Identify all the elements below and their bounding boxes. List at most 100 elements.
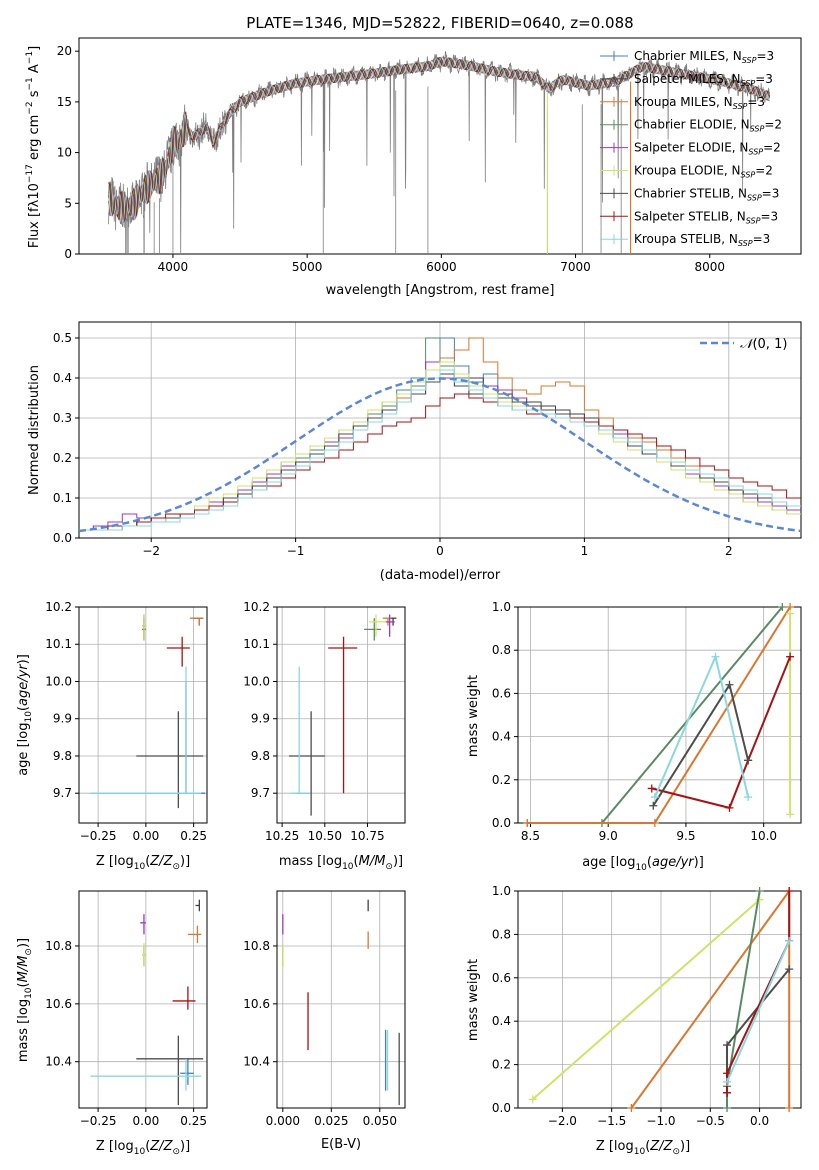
- histogram-xtick-label: 1: [581, 544, 589, 558]
- age-vs-z-ytick-label: 9.7: [53, 786, 72, 800]
- age-vs-mass-xtick-label: 10.25: [265, 829, 299, 843]
- weight-vs-z-xtick-label: 0.0: [750, 1114, 769, 1128]
- age-vs-z-y-axis-label: age [log10(age/yr)]: [16, 654, 34, 776]
- spectrum-legend-label: Salpeter STELIB, NSSP=3: [634, 209, 778, 225]
- weight-vs-age-point-marker: [786, 609, 795, 618]
- histogram-ytick-label: 0.5: [53, 331, 72, 345]
- mass-vs-z-xtick-label: 0.25: [180, 1114, 207, 1128]
- spectrum-legend-label: Chabrier MILES, NSSP=3: [634, 49, 774, 65]
- spectrum-ytick-label: 5: [64, 196, 72, 210]
- residual-histogram-panel: −2 −1 0 1 2 0.0 0.1 0.2 0.3 0.4 0.5: [53, 321, 802, 558]
- spectrum-model-line: [108, 56, 770, 224]
- mass-weight-vs-age-y-axis-label: mass weight: [466, 675, 481, 757]
- mass-weight-vs-z-y-axis-label: mass weight: [466, 959, 481, 1041]
- spectrum-curves: [108, 51, 771, 254]
- spectrum-model-line: [108, 57, 770, 223]
- weight-vs-z-point-marker: [785, 936, 794, 945]
- weight-vs-z-xtick-label: −0.5: [696, 1114, 725, 1128]
- weight-vs-age-point-marker: [778, 603, 787, 611]
- mass-vs-ebv-ytick-label: 10.6: [243, 997, 270, 1011]
- spectrum-legend-label: Chabrier STELIB, NSSP=3: [634, 186, 779, 202]
- weight-vs-age-point-marker: [744, 756, 753, 765]
- age-vs-mass-ytick-label: 10.1: [243, 637, 270, 651]
- mass-vs-z-ytick-label: 10.6: [45, 997, 72, 1011]
- weight-vs-z-ytick-label: 0.8: [492, 927, 511, 941]
- age-vs-mass-panel: 10.25 10.50 10.75 9.7 9.8 9.9 10.0 10.1 10.2: [243, 600, 406, 843]
- mass-vs-z-ytick-label: 10.4: [45, 1055, 72, 1069]
- spectrum-legend-label: Kroupa MILES, NSSP=3: [634, 95, 765, 111]
- age-vs-z-ytick-label: 9.8: [53, 749, 72, 763]
- histogram-ytick-label: 0.1: [53, 491, 72, 505]
- mass-vs-z-xtick-label: 0.00: [133, 1114, 160, 1128]
- mass-vs-z-xtick-label: −0.25: [80, 1114, 117, 1128]
- weight-vs-z-xtick-label: −2.0: [548, 1114, 577, 1128]
- spectrum-ytick-label: 0: [64, 247, 72, 261]
- spectrum-y-axis-label: Flux [fλ10−17 erg cm−2 s−1 A−1]: [25, 46, 42, 248]
- weight-vs-z-lines: [528, 887, 794, 1112]
- gaussian-reference-curve: [79, 377, 801, 533]
- age-vs-mass-ytick-label: 9.7: [251, 786, 270, 800]
- histogram-ytick-label: 0.2: [53, 451, 72, 465]
- mass-vs-ebv-xtick-label: 0.025: [314, 1114, 348, 1128]
- weight-vs-age-frame: [517, 606, 802, 824]
- weight-vs-z-point-marker: [528, 1095, 537, 1104]
- age-vs-mass-frame: [276, 606, 406, 824]
- weight-vs-z-xtick-label: −1.5: [597, 1114, 626, 1128]
- age-vs-z-xtick-label: 0.00: [133, 829, 160, 843]
- spectrum-xtick-label: 5000: [292, 260, 323, 274]
- mass-vs-ebv-xtick-label: 0.000: [266, 1114, 300, 1128]
- histogram-legend-label: 𝒩(0, 1): [740, 337, 787, 352]
- figure-title: PLATE=1346, MJD=52822, FIBERID=0640, z=0…: [246, 14, 633, 32]
- spectrum-xtick-label: 4000: [158, 260, 189, 274]
- spectrum-frame: [78, 37, 802, 255]
- age-vs-z-ytick-label: 10.1: [45, 637, 72, 651]
- mass-weight-vs-age-x-axis-label: age [log10(age/yr)]: [582, 855, 704, 873]
- weight-vs-age-point-marker: [711, 652, 720, 661]
- spectrum-x-axis-label: wavelength [Angstrom, rest frame]: [326, 283, 555, 298]
- histogram-xtick-label: −2: [142, 544, 160, 558]
- mass-vs-ebv-points: [282, 899, 400, 1106]
- histogram-step-line: [79, 369, 801, 531]
- mass-weight-vs-age-panel: 8.5 9.0 9.5 10.0 0.0 0.2 0.4 0.6 0.8 1.0: [492, 600, 802, 843]
- spectrum-legend-label: Kroupa ELODIE, NSSP=2: [634, 164, 773, 180]
- weight-vs-z-point-marker: [723, 1088, 732, 1097]
- weight-vs-z-ytick-label: 0.6: [492, 971, 511, 985]
- spectrum-legend-label: Salpeter MILES, NSSP=3: [634, 72, 773, 88]
- histogram-legend: 𝒩(0, 1): [700, 337, 787, 352]
- mass-vs-ebv-ytick-label: 10.4: [243, 1055, 270, 1069]
- weight-vs-age-series-line: [651, 656, 792, 810]
- age-vs-mass-ytick-label: 9.9: [251, 712, 270, 726]
- histogram-ytick-label: 0.4: [53, 371, 72, 385]
- weight-vs-z-point-marker: [785, 887, 794, 895]
- weight-vs-age-ytick-label: 0.6: [492, 686, 511, 700]
- age-vs-mass-ytick-label: 9.8: [251, 749, 270, 763]
- weight-vs-age-point-marker: [523, 819, 532, 827]
- spectrum-ytick-label: 20: [57, 44, 72, 58]
- weight-vs-age-ytick-label: 1.0: [492, 600, 511, 614]
- histogram-xtick-label: 2: [725, 544, 733, 558]
- weight-vs-age-lines: [523, 603, 795, 827]
- histogram-step-line: [79, 393, 801, 531]
- mass-vs-extinction-panel: 0.000 0.025 0.050 10.4 10.6 10.8: [243, 890, 406, 1128]
- weight-vs-age-point-marker: [649, 801, 658, 810]
- weight-vs-age-point-marker: [647, 784, 656, 793]
- spectrum-xtick-label: 8000: [694, 260, 725, 274]
- weight-vs-z-point-marker: [785, 1104, 794, 1112]
- weight-vs-z-ytick-label: 0.2: [492, 1058, 511, 1072]
- age-vs-mass-ytick-label: 10.0: [243, 674, 270, 688]
- weight-vs-z-series-line: [532, 898, 761, 1101]
- mass-vs-z-frame: [78, 890, 208, 1109]
- spectrum-model-line: [108, 57, 770, 224]
- weight-vs-age-point-marker: [786, 652, 795, 661]
- age-vs-z-xtick-label: 0.25: [180, 829, 207, 843]
- spectrum-ytick-label: 10: [57, 146, 72, 160]
- weight-vs-z-frame: [517, 890, 802, 1109]
- age-vs-mass-xtick-label: 10.50: [308, 829, 342, 843]
- weight-vs-age-point-marker: [786, 810, 795, 819]
- age-vs-mass-ytick-label: 10.2: [243, 600, 270, 614]
- weight-vs-age-point-marker: [725, 803, 734, 812]
- age-vs-z-xtick-label: −0.25: [80, 829, 117, 843]
- spectrum-legend-label: Salpeter ELODIE, NSSP=2: [634, 141, 781, 157]
- histogram-series: [79, 337, 801, 533]
